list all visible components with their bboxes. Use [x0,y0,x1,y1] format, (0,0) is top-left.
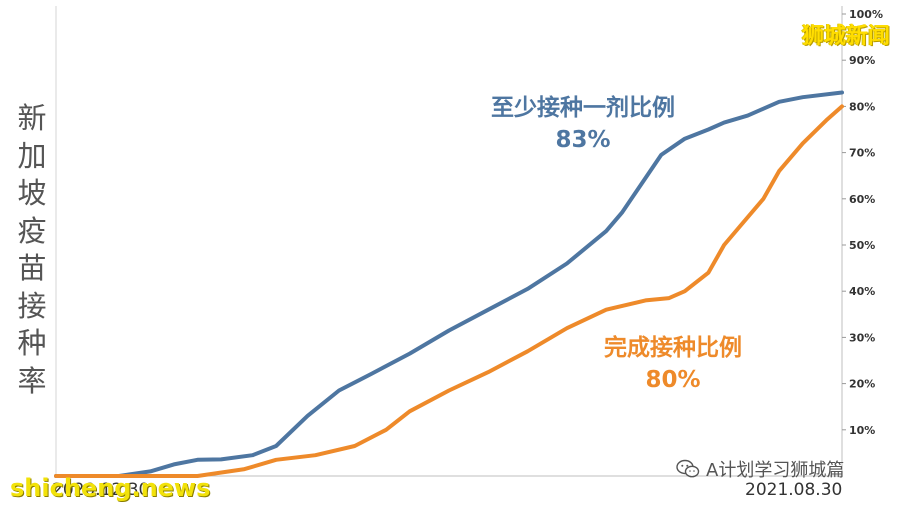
y-tick-label: 10% [849,424,875,437]
annotation-first-dose-value: 83% [555,127,611,153]
wechat-icon [676,459,700,478]
y-tick-label: 30% [849,331,875,344]
annotation-first-dose: 至少接种一剂比例 83% [468,92,698,156]
watermark-wechat: A计划学习狮城篇 [676,456,844,482]
brand-logo-top: 狮城新闻 [801,24,890,49]
y-tick-label: 90% [849,54,875,67]
y-axis-label: 新加坡疫苗接种率 [12,100,52,400]
y-tick-label: 70% [849,147,875,160]
y-tick-label: 80% [849,100,875,113]
x-start-date: 2020.12.30 [52,480,150,500]
y-axis-label-char: 接 [17,288,47,323]
y-tick-label: 20% [849,378,875,391]
y-tick-label: 50% [849,239,875,252]
y-tick-label: 100% [849,8,883,21]
annotation-fully-vaccinated: 完成接种比例 80% [588,332,758,396]
y-axis-label-char: 坡 [17,176,47,210]
y-axis-label-char: 种 [17,326,47,360]
watermark-site: shicheng.news [10,474,211,502]
annotation-fully-vaccinated-value: 80% [645,367,701,393]
y-axis-label-char: 加 [17,138,47,173]
y-axis-label-char: 率 [17,363,47,398]
series-line-fully-vaccinated [54,104,844,478]
x-end-date: 2021.08.30 [745,480,843,500]
y-tick-label: 40% [849,285,875,298]
y-axis-label-char: 苗 [17,251,47,285]
y-axis-label-char: 新 [17,101,47,135]
y-axis-label-char: 疫 [17,213,47,248]
y-tick-label: 60% [849,193,875,206]
series-line-first-dose [54,90,844,478]
watermark-wechat-text: A计划学习狮城篇 [706,460,845,481]
annotation-first-dose-title: 至少接种一剂比例 [491,95,675,121]
annotation-fully-vaccinated-title: 完成接种比例 [604,335,742,361]
